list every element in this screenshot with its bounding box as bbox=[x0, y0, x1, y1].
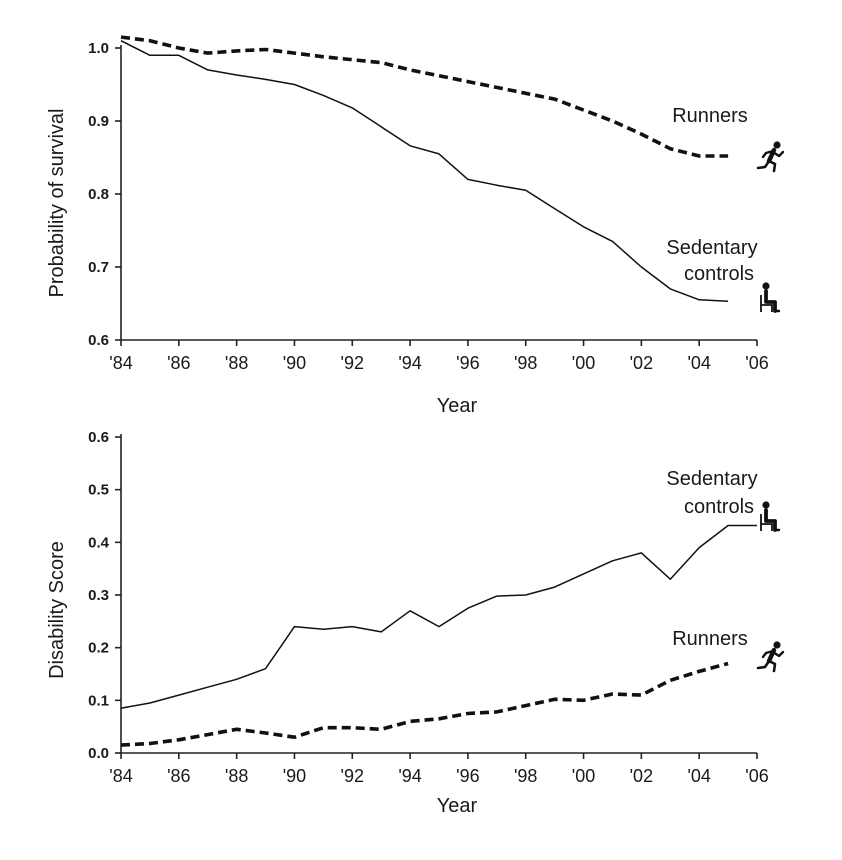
x-tick-label: '96 bbox=[456, 766, 479, 786]
series-icons bbox=[756, 141, 785, 673]
y-tick-label: 1.0 bbox=[88, 40, 109, 57]
x-tick-label: '86 bbox=[167, 766, 190, 786]
x-tick-label: '04 bbox=[687, 766, 710, 786]
survival-runners-label: Runners bbox=[672, 105, 748, 127]
x-tick-label: '86 bbox=[167, 353, 190, 373]
runners-series-line bbox=[120, 35, 729, 158]
sedentary-series-line bbox=[120, 40, 729, 303]
y-tick-label: 0.5 bbox=[88, 482, 109, 499]
y-tick-label: 0.9 bbox=[88, 113, 109, 130]
seated-person-icon bbox=[760, 282, 781, 313]
x-tick-label: '92 bbox=[341, 766, 364, 786]
x-tick-label: '90 bbox=[283, 766, 306, 786]
disability-sedentary-label-line2: controls bbox=[684, 496, 754, 518]
disability-y-axis-title: Disability Score bbox=[46, 541, 68, 679]
survival-sedentary-label-line1: Sedentary bbox=[666, 237, 757, 259]
y-tick-label: 0.2 bbox=[88, 640, 109, 657]
x-tick-label: '84 bbox=[109, 766, 132, 786]
survival-sedentary-label-line2: controls bbox=[684, 263, 754, 285]
x-tick-label: '00 bbox=[572, 353, 595, 373]
y-tick-label: 0.8 bbox=[88, 186, 109, 203]
x-tick-label: '06 bbox=[745, 766, 768, 786]
y-tick-label: 0.7 bbox=[88, 259, 109, 276]
disability-sedentary-label-line1: Sedentary bbox=[666, 468, 757, 490]
x-tick-label: '90 bbox=[283, 353, 306, 373]
y-tick-label: 0.4 bbox=[88, 534, 110, 551]
x-tick-label: '88 bbox=[225, 766, 248, 786]
y-tick-label: 0.6 bbox=[88, 332, 109, 349]
runner-icon bbox=[756, 141, 785, 173]
x-tick-label: '02 bbox=[630, 766, 653, 786]
sedentary-series-line bbox=[120, 524, 757, 709]
x-tick-label: '98 bbox=[514, 353, 537, 373]
disability-chart: Disability Score Year Sedentary controls… bbox=[46, 429, 769, 817]
x-tick-label: '06 bbox=[745, 353, 768, 373]
x-tick-label: '84 bbox=[109, 353, 132, 373]
runner-icon bbox=[756, 641, 785, 673]
seated-person-icon bbox=[760, 501, 781, 532]
disability-runners-label: Runners bbox=[672, 628, 748, 650]
y-tick-label: 0.6 bbox=[88, 429, 109, 446]
disability-x-axis-title: Year bbox=[437, 795, 478, 817]
x-tick-label: '88 bbox=[225, 353, 248, 373]
x-tick-label: '98 bbox=[514, 766, 537, 786]
y-tick-label: 0.1 bbox=[88, 692, 109, 709]
x-tick-label: '04 bbox=[687, 353, 710, 373]
x-tick-label: '00 bbox=[572, 766, 595, 786]
x-tick-label: '94 bbox=[398, 353, 421, 373]
survival-x-axis-title: Year bbox=[437, 395, 478, 417]
runners-series-line bbox=[120, 661, 729, 747]
x-tick-label: '02 bbox=[630, 353, 653, 373]
x-tick-label: '94 bbox=[398, 766, 421, 786]
y-tick-label: 0.3 bbox=[88, 587, 109, 604]
survival-chart: Probability of survival Year Runners Sed… bbox=[46, 35, 769, 417]
survival-y-axis-title: Probability of survival bbox=[46, 109, 68, 298]
x-tick-label: '92 bbox=[341, 353, 364, 373]
x-tick-label: '96 bbox=[456, 353, 479, 373]
y-tick-label: 0.0 bbox=[88, 745, 109, 762]
